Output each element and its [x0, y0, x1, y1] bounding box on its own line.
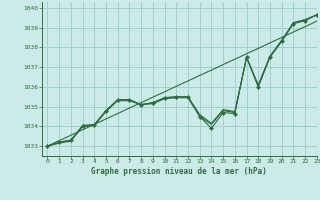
X-axis label: Graphe pression niveau de la mer (hPa): Graphe pression niveau de la mer (hPa): [91, 167, 267, 176]
